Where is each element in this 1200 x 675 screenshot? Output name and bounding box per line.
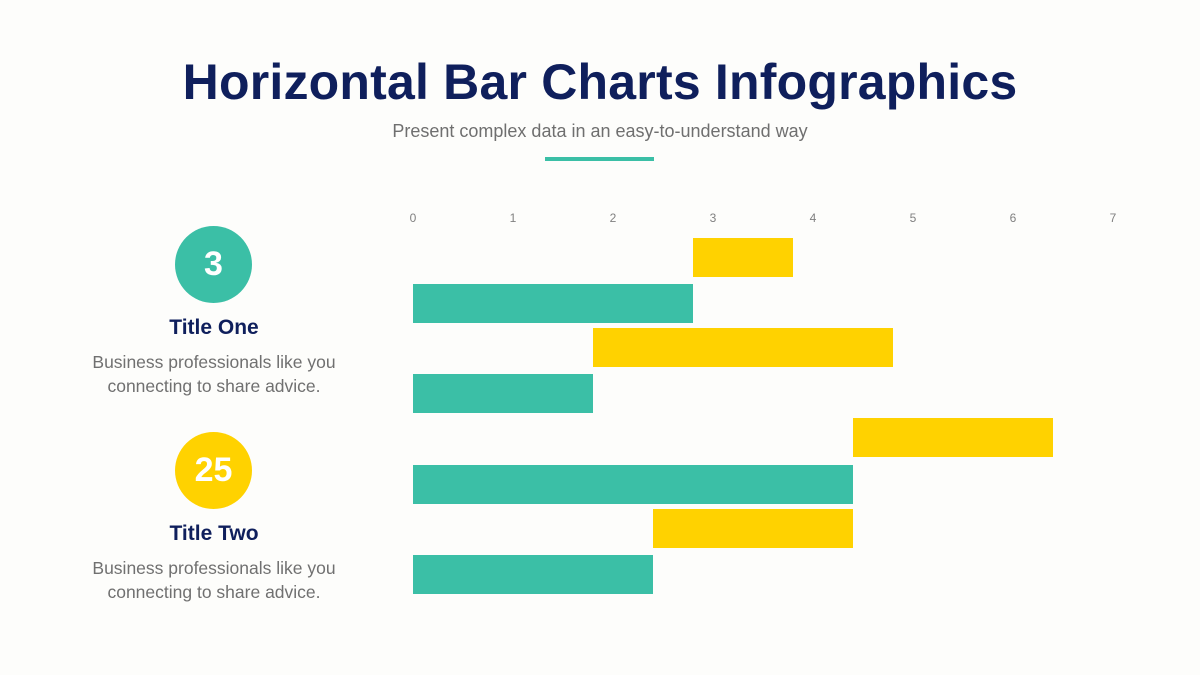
x-tick: 2 [609,211,617,225]
badge-circle-two: 25 [175,432,252,509]
bar-teal-row-2 [413,374,593,413]
info-panel-one: 3 Title One Business professionals like … [64,0,364,675]
bar-yellow-row-2 [593,328,893,367]
panel-description-line1: Business professionals like you [92,352,336,372]
x-tick: 5 [909,211,917,225]
x-tick: 4 [809,211,817,225]
panel-title-one: Title One [169,316,259,339]
x-tick: 7 [1109,211,1117,225]
bar-yellow-row-4 [653,509,853,548]
panel-description-line1: Business professionals like you [92,558,336,578]
x-axis-ticks: 0 1 2 3 4 5 6 7 [0,211,1200,227]
bar-teal-row-4 [413,555,653,594]
page-subtitle: Present complex data in an easy-to-under… [392,121,808,141]
page-title: Horizontal Bar Charts Infographics [182,54,1018,110]
bar-yellow-row-1 [693,238,793,277]
x-tick: 3 [709,211,717,225]
panel-description-line2: connecting to share advice. [107,582,321,602]
x-tick: 0 [409,211,417,225]
x-tick: 6 [1009,211,1017,225]
badge-value: 25 [194,451,233,489]
bar-teal-row-1 [413,284,693,323]
badge-circle-one: 3 [175,226,252,303]
bar-yellow-row-3 [853,418,1053,457]
panel-description-line2: connecting to share advice. [107,376,321,396]
x-tick: 1 [509,211,517,225]
info-panel-two: 25 Title Two Business professionals like… [64,0,364,675]
title-underline-divider [545,157,654,161]
bar-teal-row-3 [413,465,853,504]
panel-title-two: Title Two [169,522,259,545]
badge-value: 3 [204,245,223,283]
